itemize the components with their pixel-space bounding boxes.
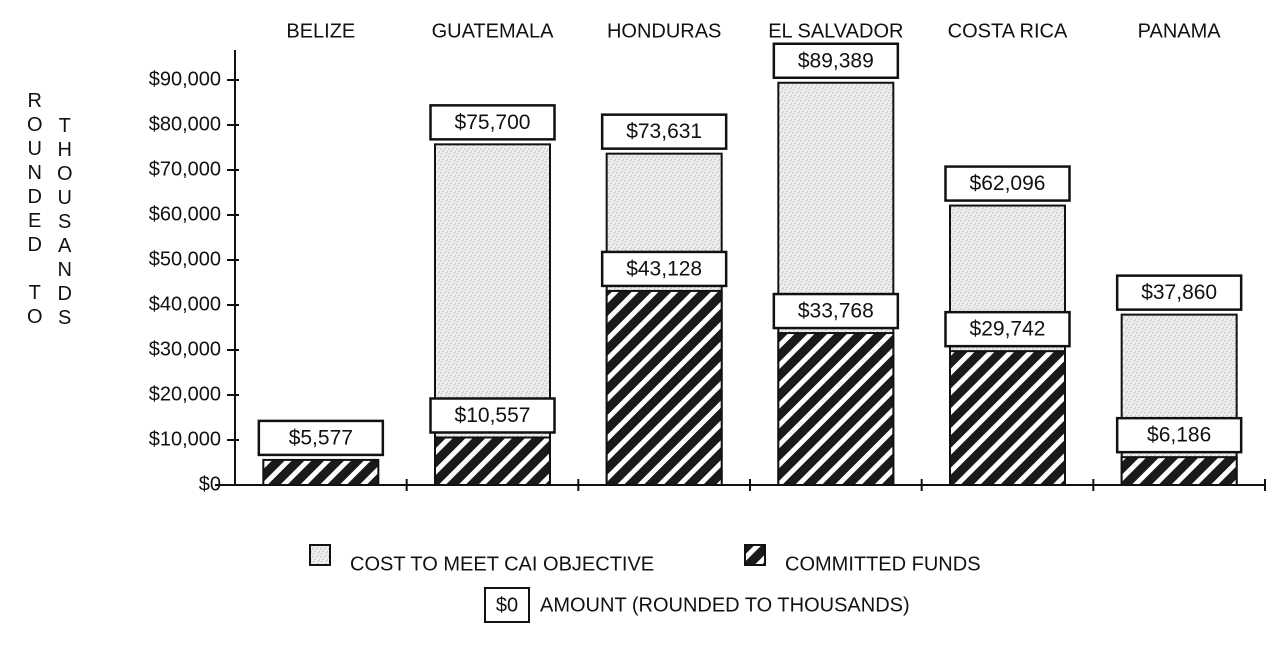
amount-note: AMOUNT (ROUNDED TO THOUSANDS) <box>540 594 910 616</box>
legend-label: COMMITTED FUNDS <box>785 553 981 575</box>
y-tick-label: $60,000 <box>149 203 221 225</box>
y-tick-label: $40,000 <box>149 293 221 315</box>
bar <box>1120 456 1238 486</box>
y-tick-label: $0 <box>199 473 221 495</box>
y-tick-label: $20,000 <box>149 383 221 405</box>
value-label: $89,389 <box>798 49 874 72</box>
bar <box>605 289 723 487</box>
value-label: $5,577 <box>289 426 353 449</box>
y-tick-label: $90,000 <box>149 68 221 90</box>
value-label: $29,742 <box>970 318 1046 341</box>
amount-sample-box <box>484 587 530 623</box>
x-category-label: HONDURAS <box>607 20 721 42</box>
value-label-box <box>257 419 385 457</box>
value-label-box <box>1115 274 1243 311</box>
value-label: $43,128 <box>626 257 702 280</box>
value-label-box <box>600 250 728 288</box>
x-category-label: BELIZE <box>286 20 355 42</box>
value-label: $37,860 <box>1141 281 1217 304</box>
bar <box>262 458 380 487</box>
value-label-box <box>429 104 556 141</box>
value-label: $73,631 <box>626 120 702 143</box>
bar <box>777 332 895 486</box>
legend-swatch <box>309 544 331 566</box>
value-label: $10,557 <box>455 404 531 427</box>
value-label: $62,096 <box>970 172 1046 195</box>
value-label-box <box>772 292 900 330</box>
value-label: $6,186 <box>1147 424 1211 447</box>
y-tick-label: $30,000 <box>149 338 221 360</box>
y-tick-label: $10,000 <box>149 428 221 450</box>
x-category-label: PANAMA <box>1138 20 1222 42</box>
value-label-box <box>772 42 900 79</box>
y-axis-label: THOUSANDS <box>54 115 76 331</box>
y-tick-label: $70,000 <box>149 158 221 180</box>
value-label-box <box>944 165 1071 202</box>
value-label: $33,768 <box>798 300 874 323</box>
x-category-label: GUATEMALA <box>432 20 555 42</box>
y-tick-label: $80,000 <box>149 113 221 135</box>
value-label-box <box>944 310 1071 348</box>
x-category-label: COSTA RICA <box>948 20 1068 42</box>
y-axis-label: ROUNDED TO <box>24 90 46 330</box>
amount-sample: $0 <box>496 594 518 616</box>
legend-swatch <box>744 544 766 566</box>
value-label-box <box>429 397 556 434</box>
value-label: $75,700 <box>455 111 531 134</box>
bar <box>434 436 551 486</box>
value-label-box <box>600 113 728 150</box>
bar <box>949 350 1066 487</box>
bar <box>434 143 551 486</box>
value-label-box <box>1115 416 1243 454</box>
y-tick-label: $50,000 <box>149 248 221 270</box>
legend-label: COST TO MEET CAI OBJECTIVE <box>350 553 654 575</box>
x-category-label: EL SALVADOR <box>768 20 903 42</box>
